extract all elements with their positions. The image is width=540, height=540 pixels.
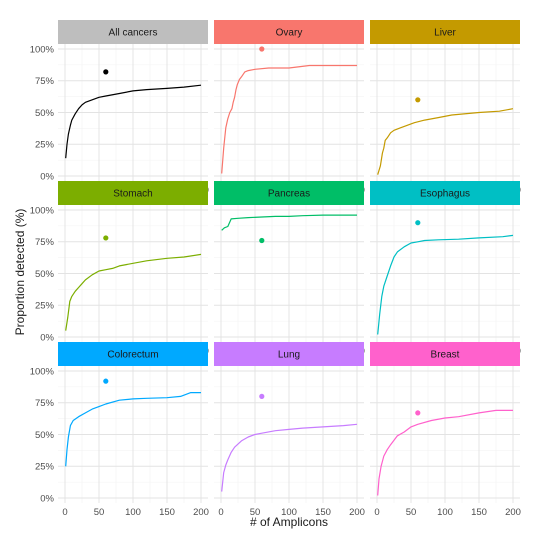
facet-strip [214, 342, 364, 366]
facet-strip [58, 342, 208, 366]
x-tick-label: 0 [62, 507, 67, 518]
facet-strip-label: Stomach [113, 189, 152, 200]
facet-strip [370, 342, 520, 366]
series-point [103, 235, 109, 241]
y-tick-label: 50% [35, 430, 55, 441]
y-tick-label: 25% [35, 301, 55, 312]
series-line [221, 423, 358, 492]
series-point [259, 46, 265, 52]
y-tick-label: 100% [30, 366, 55, 377]
y-tick-label: 100% [30, 44, 55, 55]
y-tick-label: 25% [35, 140, 55, 151]
facet-strip-label: Breast [431, 350, 460, 361]
series-point [415, 97, 421, 103]
facet-strip-label: Ovary [276, 28, 303, 39]
series-line [221, 64, 357, 174]
facet-strip [214, 20, 364, 44]
series-point [415, 410, 421, 416]
x-tick-label: 50 [406, 507, 417, 518]
x-tick-label: 200 [505, 507, 521, 518]
series-point [259, 393, 265, 399]
x-tick-label: 150 [471, 507, 487, 518]
facet-strip [370, 181, 520, 205]
y-tick-label: 75% [35, 237, 55, 248]
y-tick-label: 0% [40, 332, 54, 343]
series-line [65, 392, 201, 467]
series-line [377, 108, 514, 175]
facet-strip-label: Liver [434, 28, 456, 39]
x-tick-label: 100 [437, 507, 453, 518]
facet-strip [370, 20, 520, 44]
facet-panel: Breast 0 50 100 150 200 [370, 342, 521, 518]
facet-panels: All cancers 0% 25% 50% 75% 100% 0 50 100 150 200 Ov… [30, 20, 521, 518]
y-tick-label: 0% [40, 493, 54, 504]
x-tick-label: 0 [218, 507, 223, 518]
y-tick-label: 50% [35, 108, 55, 119]
facet-panel: Liver050100150200 [370, 20, 521, 196]
facet-panel: Lung 0 50 100 150 200 [214, 342, 365, 518]
series-line [377, 409, 513, 496]
series-line [221, 214, 357, 231]
facet-strip-label: Lung [278, 350, 300, 361]
facet-strip-label: Pancreas [268, 189, 310, 200]
y-tick-label: 100% [30, 205, 55, 216]
y-axis-title: Proportion detected (%) [13, 209, 27, 336]
x-tick-label: 100 [125, 507, 141, 518]
facet-panel: Pancreas050100150200 [214, 181, 365, 357]
x-tick-label: 100 [281, 507, 297, 518]
x-tick-label: 50 [94, 507, 105, 518]
y-tick-label: 75% [35, 398, 55, 409]
series-point [259, 237, 265, 244]
facet-strip-label: All cancers [109, 28, 158, 39]
y-tick-label: 50% [35, 269, 55, 280]
series-line [65, 84, 202, 159]
facet-strip [214, 181, 364, 205]
series-point [415, 220, 421, 226]
facet-panel: Ovary050100150200 [214, 20, 365, 196]
x-tick-label: 50 [250, 507, 261, 518]
facet-strip [58, 20, 208, 44]
series-point [103, 378, 109, 384]
x-tick-label: 150 [315, 507, 331, 518]
facet-panel: Colorectum 0% 25% 50% 75% 100% 0 50 100 150 200 [30, 342, 209, 518]
series-line [65, 253, 202, 331]
facet-strip-label: Colorectum [107, 350, 158, 361]
x-tick-label: 200 [193, 507, 209, 518]
series-point [103, 69, 109, 75]
series-line [377, 234, 514, 335]
y-tick-label: 75% [35, 76, 55, 87]
x-axis-title: # of Amplicons [250, 515, 328, 529]
facet-panel: Esophagus050100150200 [370, 181, 521, 357]
x-tick-label: 0 [374, 507, 379, 518]
facet-strip [58, 181, 208, 205]
facet-strip-label: Esophagus [420, 189, 470, 200]
y-tick-label: 0% [40, 171, 54, 182]
y-tick-label: 25% [35, 462, 55, 473]
x-tick-label: 150 [159, 507, 175, 518]
x-tick-label: 200 [349, 507, 365, 518]
